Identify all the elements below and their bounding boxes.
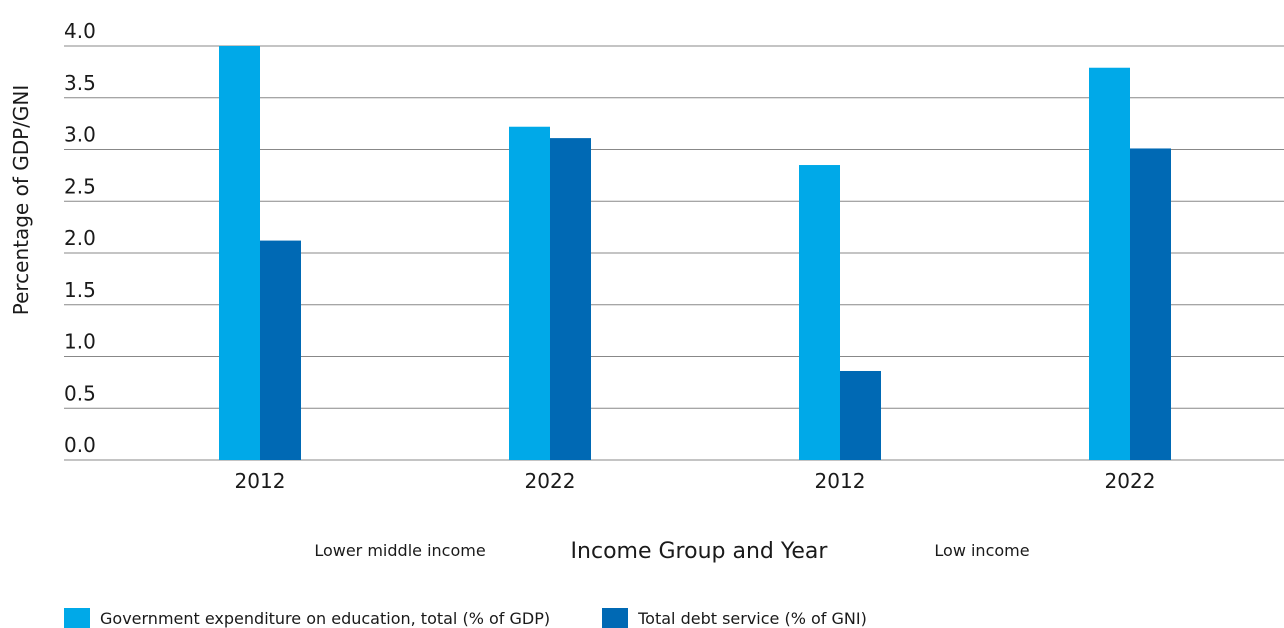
group-label-lower-middle-income: Lower middle income xyxy=(314,541,485,560)
bar-education xyxy=(509,126,550,460)
legend: Government expenditure on education, tot… xyxy=(64,608,919,628)
bar-debt-service xyxy=(550,138,591,461)
bar-debt-service xyxy=(1130,148,1171,460)
y-tick-label: 2.5 xyxy=(64,174,96,198)
bar-education xyxy=(799,165,840,460)
y-tick-label: 0.5 xyxy=(64,381,96,405)
bars xyxy=(219,46,1171,461)
y-tick-label: 2.0 xyxy=(64,226,96,250)
y-tick-label: 3.0 xyxy=(64,123,96,147)
bar-debt-service xyxy=(840,370,881,460)
legend-item-debt-service: Total debt service (% of GNI) xyxy=(602,608,867,628)
y-tick-label: 0.0 xyxy=(64,433,96,457)
x-tick-label: 2022 xyxy=(1105,469,1156,493)
bar-education xyxy=(219,46,260,460)
y-axis-label: Percentage of GDP/GNI xyxy=(9,85,33,316)
y-tick-label: 3.5 xyxy=(64,71,96,95)
legend-item-education: Government expenditure on education, tot… xyxy=(64,608,550,628)
bar-education xyxy=(1089,67,1130,461)
x-axis-label: Income Group and Year xyxy=(571,539,829,564)
legend-label-education: Government expenditure on education, tot… xyxy=(100,608,551,628)
bar-chart: 0.00.51.01.52.02.53.03.54.0 2012 2022 2012… xyxy=(9,19,1284,564)
legend-swatch-education xyxy=(64,608,90,628)
y-tick-label: 1.0 xyxy=(64,330,96,354)
group-label-low-income: Low income xyxy=(934,541,1029,560)
x-tick-label: 2012 xyxy=(815,469,866,493)
x-tick-label: 2022 xyxy=(525,469,576,493)
y-tick-label: 4.0 xyxy=(64,19,96,43)
y-tick-labels: 0.0 0.5 1.0 1.5 2.0 2.5 3.0 3.5 4.0 xyxy=(64,19,96,457)
x-tick-labels: 2012 2022 2012 2022 xyxy=(235,469,1156,493)
bar-debt-service xyxy=(260,240,301,460)
y-tick-label: 1.5 xyxy=(64,278,96,302)
legend-label-debt-service: Total debt service (% of GNI) xyxy=(638,608,867,628)
legend-swatch-debt-service xyxy=(602,608,629,628)
x-tick-label: 2012 xyxy=(235,469,286,493)
